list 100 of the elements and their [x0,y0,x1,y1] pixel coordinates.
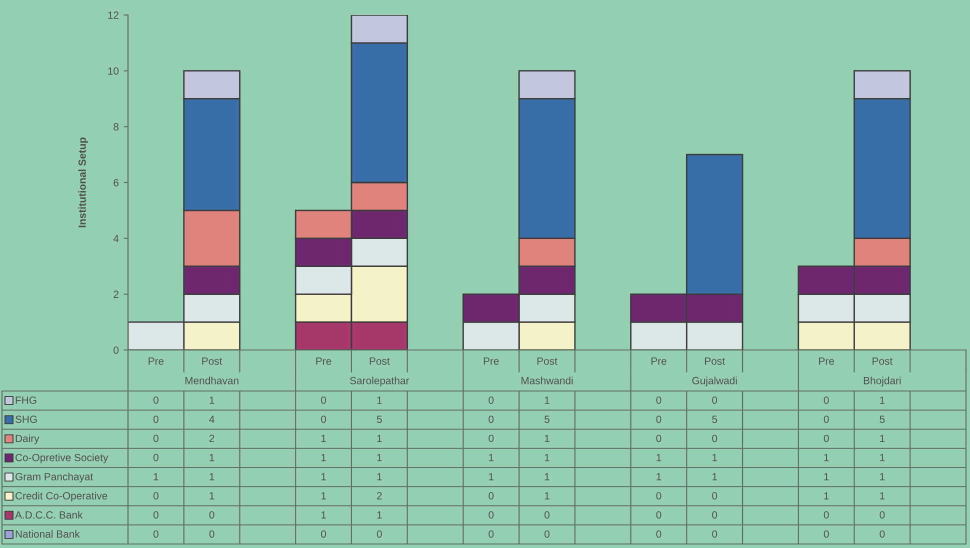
text: Mashwandi [522,376,573,384]
x-tick-label: Pre [819,358,834,365]
data-label: 5 [544,416,550,423]
data-label: 1 [656,454,662,462]
x-tick-label: Post [537,358,558,365]
data-label: 1 [712,454,717,462]
x-tick-label: Post [202,358,222,365]
data-label: 1 [321,434,326,442]
data-label: 0 [488,416,494,423]
legend-label: Credit Co-Operative [16,492,108,502]
legend-label: A.D.C.C. Bank [15,510,83,519]
data-label: 0 [544,530,550,538]
y-tick-label: 6 [114,179,119,186]
data-label: 1 [544,434,550,442]
data-label: 5 [376,416,382,423]
data-label: 0 [824,530,829,538]
data-label: 1 [377,434,382,442]
data-label: 1 [377,396,382,404]
data-label: 0 [488,530,494,538]
data-label: 0 [656,396,662,404]
data-label: 0 [153,396,158,404]
data-label: 5 [712,416,718,423]
data-label: 0 [656,416,662,423]
legend-label: Gram Panchayat [16,472,94,482]
data-label: 0 [153,530,158,538]
data-label: 5 [880,416,885,423]
y-tick-label: 0 [114,346,119,354]
data-label: 1 [321,492,326,500]
data-label: 1 [544,454,550,462]
data-label: 0 [153,434,158,442]
data-label: 1 [321,511,326,519]
data-label: 1 [210,454,214,462]
y-tick-label: 8 [114,123,119,131]
x-tick-label: Post [705,358,725,365]
data-label: 1 [210,492,214,500]
data-label: 0 [488,434,494,442]
data-label: 1 [712,473,717,480]
data-label: 0 [209,530,214,538]
data-label: 1 [880,434,885,442]
data-label: 1 [544,473,550,480]
data-label: 0 [153,416,158,423]
data-label: 0 [153,454,158,462]
data-label: 1 [154,473,158,480]
data-label: 4 [209,416,214,423]
data-label: 0 [712,511,718,519]
data-label: 0 [153,492,158,500]
data-label: 1 [824,454,829,462]
data-label: 0 [656,492,662,500]
data-label: 2 [377,492,382,500]
data-label: 1 [880,492,885,500]
data-label: 1 [321,454,326,462]
data-label: 1 [656,473,662,480]
data-label: 0 [153,511,158,519]
data-label: 1 [489,473,494,480]
data-label: 0 [824,511,829,519]
data-label: 0 [824,416,829,423]
data-label: 0 [824,396,829,404]
legend-label: Co-Opretive Society [16,454,108,464]
x-tick-label: Pre [316,358,332,365]
data-label: 0 [488,492,494,500]
data-label: 1 [210,473,214,480]
data-label: 1 [544,492,550,500]
data-label: 1 [377,454,382,462]
y-axis-title: Institutional Setup [78,138,88,228]
data-label: 0 [488,511,494,519]
y-tick-label: 10 [108,67,119,75]
x-tick-label: Pre [651,358,666,365]
data-label: 0 [376,530,382,538]
text: Gujalwadi [692,376,737,386]
x-tick-label: Pre [484,358,499,365]
x-tick-label: Post [872,358,893,365]
data-label: 0 [712,530,718,538]
legend-label: FHG [16,396,36,404]
data-label: 0 [321,396,326,404]
data-label: 1 [880,473,885,480]
data-label: 1 [210,396,214,404]
legend-label: National Bank [16,530,80,538]
data-label: 1 [321,473,326,480]
data-label: 0 [880,530,885,538]
data-label: 0 [656,530,662,538]
x-tick-label: Post [370,358,390,365]
data-label: 2 [209,434,214,442]
data-label: 1 [377,511,382,519]
text: Bhojdari [864,376,901,386]
text: Mendhavan [185,376,238,384]
y-tick-label: 4 [113,234,119,242]
data-label: 0 [488,396,494,404]
data-label: 0 [321,530,326,538]
legend-label: Dairy [16,434,40,444]
legend-label: SHG [15,416,37,423]
data-label: 0 [209,511,214,519]
data-label: 1 [824,473,829,480]
data-label: 0 [656,511,662,519]
data-label: 1 [377,473,382,480]
x-tick-label: Pre [148,358,164,365]
data-label: 0 [712,492,718,500]
y-tick-label: 2 [114,290,118,298]
data-label: 1 [880,396,885,404]
data-label: 0 [712,434,718,442]
data-label: 0 [544,511,550,519]
